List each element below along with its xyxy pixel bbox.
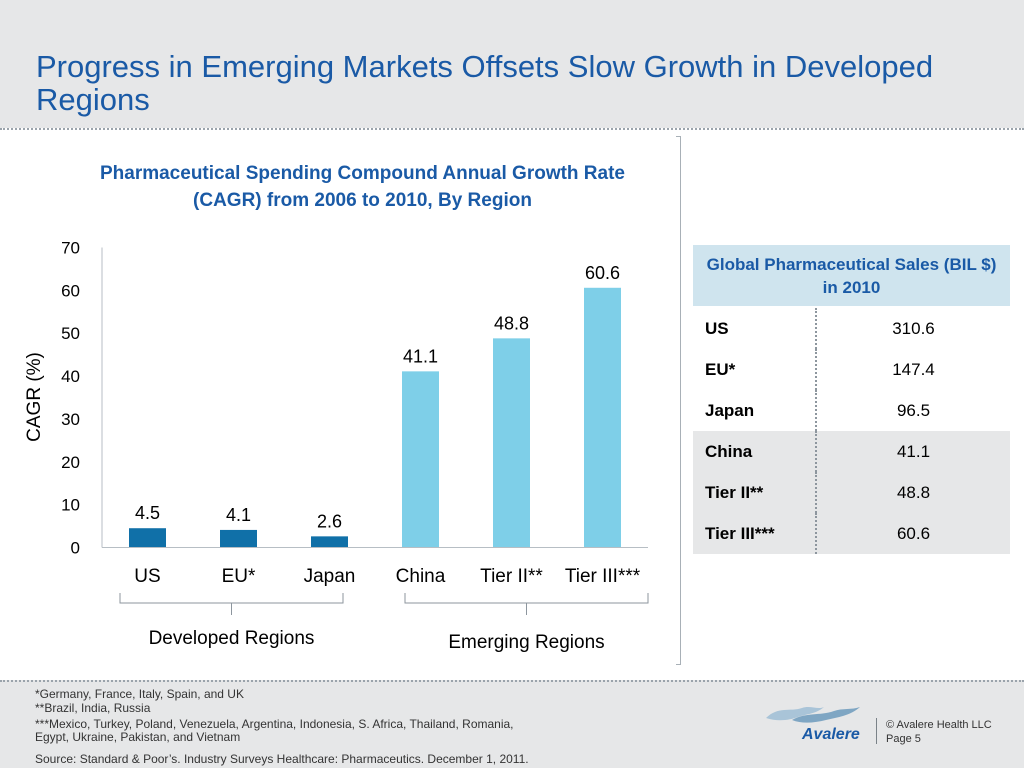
source-note: Source: Standard & Poor’s. Industry Surv… bbox=[35, 752, 529, 766]
y-tick-label: 30 bbox=[61, 410, 80, 429]
bar-value-label: 41.1 bbox=[403, 346, 438, 366]
copyright-text: © Avalere Health LLC bbox=[886, 719, 992, 731]
x-tick-label: China bbox=[396, 566, 446, 587]
table-amount: 96.5 bbox=[816, 390, 1010, 431]
y-tick-label: 60 bbox=[61, 281, 80, 300]
header-band bbox=[0, 0, 1024, 128]
bar-value-label: 48.8 bbox=[494, 313, 529, 333]
table-amount: 48.8 bbox=[816, 472, 1010, 513]
chart-title: Pharmaceutical Spending Compound Annual … bbox=[99, 163, 625, 211]
bar bbox=[402, 371, 439, 548]
page-title: Progress in Emerging Markets Offsets Slo… bbox=[36, 49, 934, 117]
x-tick-label: Japan bbox=[304, 566, 356, 587]
table-region: China bbox=[693, 431, 817, 472]
y-tick-label: 10 bbox=[61, 496, 80, 515]
bar-value-label: 60.6 bbox=[585, 263, 620, 283]
sales-table-header: Global Pharmaceutical Sales (BIL $) in 2… bbox=[693, 245, 1010, 308]
x-tick-label: Tier II** bbox=[480, 566, 543, 587]
table-row: China 41.1 bbox=[693, 431, 1010, 472]
group-label: Developed Regions bbox=[149, 628, 315, 649]
group-bracket bbox=[119, 593, 344, 604]
x-tick-label: Tier III*** bbox=[565, 566, 641, 587]
table-amount: 310.6 bbox=[816, 307, 1010, 349]
y-tick-label: 40 bbox=[61, 367, 80, 386]
logo-wordmark: Avalere bbox=[802, 726, 860, 743]
table-region: Japan bbox=[693, 390, 817, 431]
x-axis: US EU* Japan China Tier II** Tier III*** bbox=[102, 547, 648, 587]
y-tick-label: 0 bbox=[71, 539, 80, 558]
footnote-tier3-cont: Egypt, Ukraine, Pakistan, and Vietnam bbox=[35, 730, 241, 744]
table-amount: 41.1 bbox=[816, 431, 1010, 472]
bars: 4.5 4.1 2.6 41.1 48.8 60.6 bbox=[129, 263, 621, 548]
table-region: EU* bbox=[693, 349, 817, 390]
footnote-tier2: **Brazil, India, Russia bbox=[35, 701, 151, 715]
table-row: Tier II** 48.8 bbox=[693, 472, 1010, 513]
x-tick-label: EU* bbox=[222, 566, 256, 587]
cagr-bar-chart: 0 10 20 30 40 50 60 70 CAGR (%) 4.5 4.1 2.6 41.1 48.… bbox=[24, 239, 649, 653]
bar bbox=[584, 287, 621, 548]
bar bbox=[129, 528, 166, 548]
table-row: Tier III*** 60.6 bbox=[693, 513, 1010, 554]
table-region: US bbox=[693, 307, 817, 349]
y-tick-label: 70 bbox=[61, 239, 80, 258]
table-row: US 310.6 bbox=[693, 307, 1010, 349]
footer-band bbox=[0, 680, 1024, 768]
footer-divider bbox=[0, 680, 1024, 682]
x-tick-label: US bbox=[134, 566, 160, 587]
footnote-tier3: ***Mexico, Turkey, Poland, Venezuela, Ar… bbox=[35, 717, 514, 731]
bar bbox=[220, 529, 257, 548]
y-tick-label: 20 bbox=[61, 453, 80, 472]
bar-value-label: 4.5 bbox=[135, 503, 160, 523]
avalere-bird-logo-icon bbox=[766, 707, 860, 723]
bar-value-label: 2.6 bbox=[317, 511, 342, 531]
header-divider bbox=[0, 128, 1024, 130]
section-bracket bbox=[676, 136, 681, 665]
bar bbox=[493, 338, 530, 548]
logo-divider bbox=[876, 718, 877, 744]
sales-table: Global Pharmaceutical Sales (BIL $) in 2… bbox=[693, 245, 1010, 554]
table-region: Tier III*** bbox=[693, 513, 817, 554]
table-amount: 147.4 bbox=[816, 349, 1010, 390]
table-row: Japan 96.5 bbox=[693, 390, 1010, 431]
table-region: Tier II** bbox=[693, 472, 817, 513]
footnote-eu: *Germany, France, Italy, Spain, and UK bbox=[35, 687, 244, 701]
table-amount: 60.6 bbox=[816, 513, 1010, 554]
region-groups: Developed Regions Emerging Regions bbox=[119, 593, 649, 653]
page-number: Page 5 bbox=[886, 733, 921, 745]
group-label: Emerging Regions bbox=[448, 632, 604, 653]
bar-value-label: 4.1 bbox=[226, 505, 251, 525]
y-axis-label: CAGR (%) bbox=[24, 352, 45, 442]
y-tick-label: 50 bbox=[61, 324, 80, 343]
y-axis: 0 10 20 30 40 50 60 70 CAGR (%) bbox=[24, 239, 103, 558]
table-row: EU* 147.4 bbox=[693, 349, 1010, 390]
bar bbox=[311, 536, 348, 548]
group-bracket bbox=[404, 593, 649, 604]
